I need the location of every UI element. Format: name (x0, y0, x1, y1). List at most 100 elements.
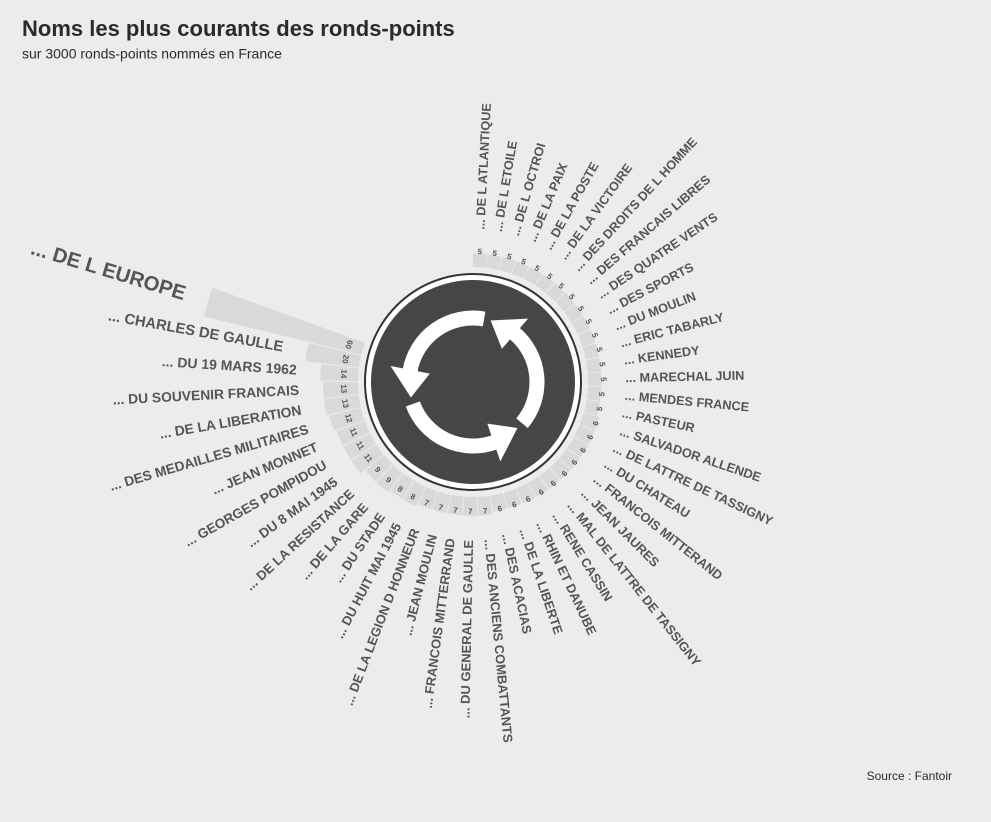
bar (564, 304, 584, 323)
value-label: 7 (423, 498, 431, 508)
value-label: 13 (339, 384, 348, 394)
value-label: 6 (578, 446, 588, 455)
bar (351, 444, 384, 474)
bar (376, 464, 403, 493)
bar (584, 399, 600, 416)
value-label: 8 (396, 484, 405, 494)
value-label: 6 (537, 487, 546, 497)
value-label: 5 (594, 346, 604, 353)
roundabout-arrow (402, 310, 486, 373)
value-label: 12 (343, 413, 354, 425)
value-label: 7 (483, 506, 489, 515)
bar (516, 483, 536, 504)
value-label: 5 (595, 405, 605, 412)
bar (574, 425, 595, 445)
bar (555, 292, 575, 312)
bar (503, 488, 522, 509)
value-label: 6 (511, 500, 519, 510)
value-label: 5 (492, 249, 498, 259)
value-label: 5 (584, 318, 594, 327)
bar (528, 476, 549, 498)
roundabout-arrow (509, 327, 545, 428)
chart-subtitle: sur 3000 ronds-points nommés en France (22, 46, 282, 62)
bar (490, 493, 508, 512)
value-label: 7 (453, 506, 459, 516)
bar (586, 386, 602, 401)
value-label: 9 (384, 475, 394, 485)
category-label: ... DU GENERAL DE GAULLE (457, 539, 476, 718)
value-label: 5 (520, 257, 528, 267)
value-label: 9 (373, 465, 383, 475)
bar (499, 256, 516, 274)
chart-title: Noms les plus courants des ronds-points (22, 16, 455, 41)
bar (523, 266, 543, 286)
value-label: 6 (570, 458, 580, 468)
bar (320, 364, 359, 381)
bar (559, 448, 581, 469)
bar (585, 357, 602, 373)
value-label: 5 (477, 247, 482, 256)
bar (403, 480, 426, 507)
value-label: 20 (340, 354, 351, 365)
value-label: 11 (348, 427, 360, 439)
value-label: 14 (339, 369, 349, 379)
roundabout-arrow-head (490, 318, 529, 349)
bar (546, 282, 565, 302)
category-label: ... MARECHAL JUIN (625, 369, 744, 385)
roundabout-arrow-head (390, 365, 430, 398)
bar (549, 458, 571, 480)
value-label: 5 (597, 391, 606, 397)
bar (447, 494, 464, 516)
value-label: 5 (597, 361, 607, 367)
bar (336, 420, 370, 446)
value-label: 5 (599, 377, 608, 382)
bar (511, 261, 530, 279)
bar (462, 496, 478, 516)
bar (432, 491, 451, 514)
value-label: 5 (506, 252, 513, 262)
value-label: 5 (545, 272, 554, 282)
value-label: 60 (343, 339, 354, 351)
value-label: 5 (576, 304, 586, 313)
category-label: ... DE L ATLANTIQUE (473, 103, 494, 230)
roundabout (371, 280, 575, 484)
bar (390, 473, 414, 499)
value-label: 13 (340, 398, 350, 409)
value-label: 6 (591, 419, 601, 427)
value-label: 5 (533, 263, 542, 273)
bar (305, 343, 362, 368)
value-label: 7 (468, 507, 473, 516)
value-label: 5 (567, 292, 577, 302)
value-label: 6 (524, 494, 532, 504)
bar (587, 372, 602, 387)
roundabout-arrow-head (487, 423, 518, 462)
value-label: 6 (560, 469, 570, 479)
value-label: 6 (585, 433, 595, 441)
bar (582, 343, 600, 360)
value-label: 6 (549, 478, 559, 488)
bar (477, 495, 493, 516)
value-label: 7 (437, 503, 444, 513)
bar (486, 254, 502, 270)
bar (472, 253, 487, 268)
bar (322, 381, 359, 398)
bar (329, 408, 365, 431)
bar (203, 287, 365, 355)
value-label: 8 (409, 492, 418, 502)
bar (323, 395, 361, 415)
bar (577, 329, 596, 347)
bar (535, 274, 555, 293)
bar (418, 486, 438, 510)
bar (539, 468, 560, 490)
bar (579, 412, 600, 431)
value-label: 6 (497, 504, 504, 514)
bar (365, 455, 393, 482)
value-label: 5 (557, 281, 567, 291)
bar (571, 316, 590, 335)
bar (343, 432, 377, 460)
value-label: 5 (590, 332, 600, 340)
roundabout-arrow (405, 401, 498, 454)
source: Source : Fantoir (867, 769, 952, 783)
